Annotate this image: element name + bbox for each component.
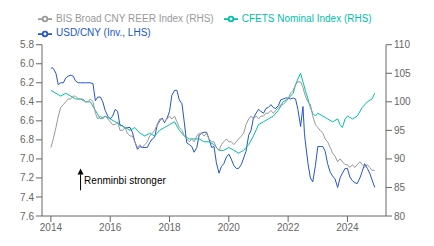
html-text:BIS Broad CNY REER Index (RHS): BIS Broad CNY REER Index (RHS)	[56, 13, 214, 24]
svg-text:6.4: 6.4	[20, 96, 34, 107]
svg-text:7.2: 7.2	[20, 172, 34, 183]
svg-text:6.2: 6.2	[20, 77, 34, 88]
svg-text:2014: 2014	[40, 222, 63, 233]
svg-text:5.8: 5.8	[20, 39, 34, 50]
svg-text:110: 110	[394, 39, 410, 50]
svg-text:80: 80	[394, 211, 406, 222]
html-text:USD/CNY (Inv., LHS): USD/CNY (Inv., LHS)	[56, 27, 151, 39]
svg-text:6.0: 6.0	[20, 58, 34, 69]
svg-text:7.6: 7.6	[20, 211, 34, 222]
svg-text:7.0: 7.0	[20, 153, 34, 164]
html-text:CFETS Nominal Index (RHS): CFETS Nominal Index (RHS)	[241, 13, 372, 24]
svg-text:2024: 2024	[336, 222, 359, 233]
svg-text:6.6: 6.6	[20, 115, 34, 126]
svg-text:2020: 2020	[218, 222, 241, 233]
svg-text:100: 100	[394, 96, 411, 107]
svg-text:6.8: 6.8	[20, 134, 34, 145]
svg-text:90: 90	[394, 153, 406, 164]
svg-text:105: 105	[394, 68, 411, 79]
svg-text:7.4: 7.4	[20, 192, 34, 203]
svg-text:Renminbi stronger: Renminbi stronger	[84, 175, 166, 186]
svg-text:95: 95	[394, 125, 406, 136]
svg-text:2018: 2018	[158, 222, 181, 233]
svg-text:85: 85	[394, 182, 406, 193]
svg-text:2022: 2022	[277, 222, 300, 233]
svg-text:2016: 2016	[99, 222, 122, 233]
